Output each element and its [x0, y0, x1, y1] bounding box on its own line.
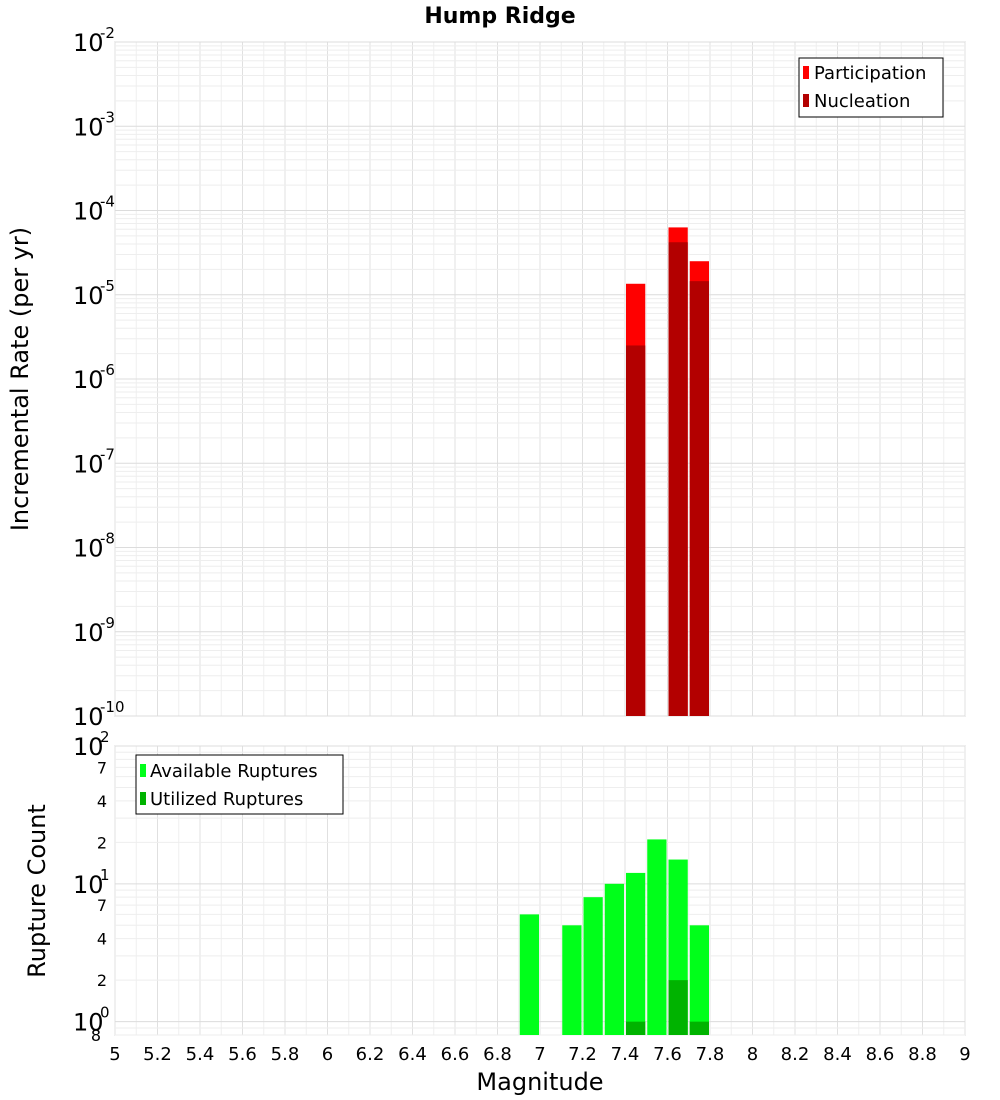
- y-tick-exponent: 0: [100, 1004, 110, 1022]
- y-tick-exponent: -7: [100, 445, 115, 463]
- x-tick-label: 5: [109, 1044, 120, 1065]
- y-tick-label: 4: [97, 930, 107, 949]
- top-legend-box: [798, 57, 944, 118]
- bar-available-ruptures: [519, 914, 539, 1035]
- y-tick-exponent: -8: [100, 530, 115, 548]
- bar-available-ruptures: [583, 897, 603, 1035]
- x-tick-label: 7.4: [611, 1044, 640, 1065]
- y-tick-base: 10: [73, 366, 104, 394]
- legend-utilized-label: Utilized Ruptures: [150, 789, 303, 810]
- bar-utilized-ruptures: [668, 980, 688, 1035]
- y-tick-label: 7: [97, 896, 107, 915]
- x-tick-label: 8.4: [823, 1044, 852, 1065]
- legend-participation-label: Participation: [814, 63, 926, 84]
- top-y-axis-label: Incremental Rate (per yr): [6, 227, 34, 531]
- bottom-legend: Available Ruptures Utilized Ruptures: [135, 754, 344, 815]
- x-tick-label: 7.6: [653, 1044, 682, 1065]
- y-tick-base: 10: [73, 29, 104, 57]
- y-tick-label: 8: [91, 1026, 101, 1045]
- x-tick-label: 8.8: [908, 1044, 937, 1065]
- x-tick-label: 5.4: [186, 1044, 215, 1065]
- bottom-legend-box: [135, 754, 344, 815]
- x-axis-label: Magnitude: [476, 1068, 603, 1096]
- x-tick-label: 6.4: [398, 1044, 427, 1065]
- y-tick-exponent: -10: [100, 698, 125, 716]
- y-tick-base: 10: [73, 198, 104, 226]
- bar-nucleation: [689, 281, 709, 716]
- y-tick-base: 10: [73, 450, 104, 478]
- y-tick-base: 10: [73, 703, 104, 731]
- y-tick-base: 10: [73, 1009, 104, 1037]
- x-tick-label: 6.6: [441, 1044, 470, 1065]
- x-tick-label: 9: [959, 1044, 970, 1065]
- bottom-bars: [519, 839, 709, 1035]
- x-tick-label: 8.2: [781, 1044, 810, 1065]
- bar-available-ruptures: [647, 839, 667, 1035]
- x-tick-label: 5.2: [143, 1044, 172, 1065]
- x-tick-label: 6: [322, 1044, 333, 1065]
- y-tick-exponent: -5: [100, 277, 115, 295]
- y-tick-label: 7: [97, 758, 107, 777]
- participation-swatch: [803, 66, 809, 79]
- x-tick-label: 7: [534, 1044, 545, 1065]
- nucleation-swatch: [803, 94, 809, 107]
- x-tick-labels: 5 5.2 5.4 5.6 5.8 6 6.2 6.4 6.6 6.8 7 7.2 7.4 7.6 7.8 8…: [109, 1044, 970, 1065]
- y-tick-base: 10: [73, 871, 104, 899]
- x-tick-label: 6.8: [483, 1044, 512, 1065]
- y-tick-exponent: -2: [100, 24, 115, 42]
- y-tick-label: 4: [97, 792, 107, 811]
- legend-nucleation-label: Nucleation: [814, 91, 910, 112]
- y-tick-base: 10: [73, 733, 104, 761]
- y-tick-exponent: -6: [100, 361, 115, 379]
- x-tick-label: 6.2: [356, 1044, 385, 1065]
- bar-available-ruptures: [689, 925, 709, 1035]
- y-tick-base: 10: [73, 282, 104, 310]
- y-tick-exponent: 1: [100, 866, 110, 884]
- top-bars: [626, 227, 709, 716]
- x-tick-label: 5.6: [228, 1044, 257, 1065]
- y-tick-base: 10: [73, 619, 104, 647]
- y-tick-exponent: -9: [100, 614, 115, 632]
- chart-title: Hump Ridge: [424, 4, 575, 29]
- y-tick-exponent: -3: [100, 108, 115, 126]
- y-tick-label: 2: [97, 833, 107, 852]
- bar-available-ruptures: [562, 925, 582, 1035]
- bar-nucleation: [668, 242, 688, 716]
- legend-available-label: Available Ruptures: [150, 761, 318, 782]
- x-tick-label: 7.2: [568, 1044, 597, 1065]
- bar-available-ruptures: [604, 883, 624, 1035]
- bar-nucleation: [626, 345, 646, 716]
- x-tick-label: 7.8: [696, 1044, 725, 1065]
- y-tick-exponent: -4: [100, 193, 115, 211]
- bar-available-ruptures: [626, 872, 646, 1035]
- y-tick-base: 10: [73, 535, 104, 563]
- available-ruptures-swatch: [140, 764, 146, 777]
- bottom-y-axis-label: Rupture Count: [23, 804, 51, 978]
- x-tick-label: 8.6: [866, 1044, 895, 1065]
- bar-utilized-ruptures: [626, 1021, 646, 1035]
- utilized-ruptures-swatch: [140, 792, 146, 805]
- y-tick-label: 2: [97, 971, 107, 990]
- top-legend: Participation Nucleation: [798, 57, 944, 118]
- top-gridlines: [114, 41, 966, 717]
- y-tick-exponent: 2: [100, 728, 110, 746]
- bar-utilized-ruptures: [689, 1021, 709, 1035]
- x-tick-label: 5.8: [271, 1044, 300, 1065]
- x-tick-label: 8: [747, 1044, 758, 1065]
- y-tick-base: 10: [73, 113, 104, 141]
